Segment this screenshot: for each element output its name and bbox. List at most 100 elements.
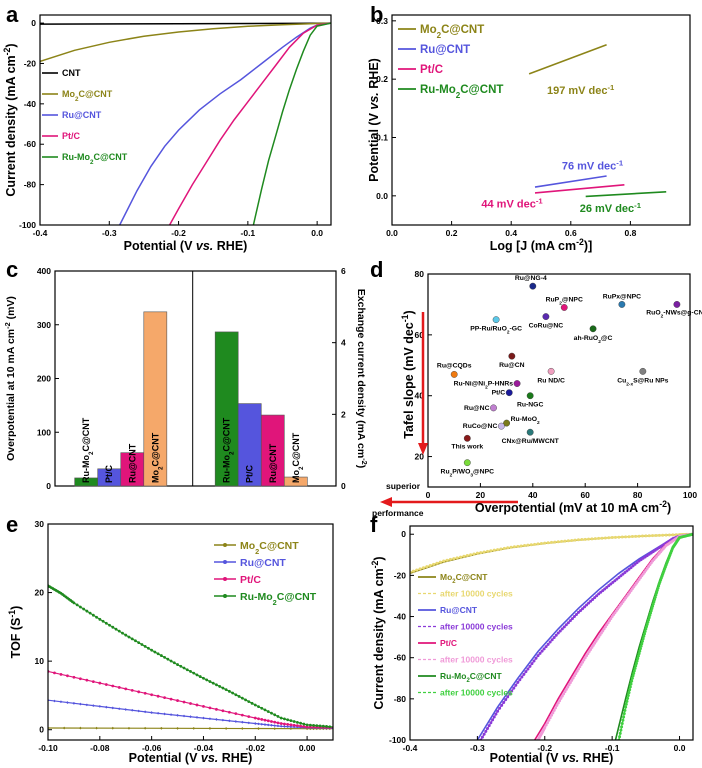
line-ru-cnt-after-marker bbox=[613, 579, 617, 583]
legend-label: after 10000 cycles bbox=[440, 589, 513, 599]
line-mo2c-cnt-marker bbox=[224, 727, 228, 730]
line-pt-c-marker bbox=[302, 725, 306, 728]
line-pt-c-after-marker bbox=[548, 716, 552, 720]
panel-b-ytick-label: 0.3 bbox=[376, 16, 388, 26]
line-ru-cnt-marker bbox=[263, 723, 267, 726]
line-ru-cnt-after-marker bbox=[491, 718, 495, 722]
line-mo2c-cnt-marker bbox=[208, 727, 212, 730]
line-ru-cnt-after bbox=[480, 533, 693, 740]
line-mo2c-cnt-after-marker bbox=[617, 535, 621, 539]
line-ru-cnt-after-marker bbox=[562, 625, 566, 629]
line-mo2c-cnt-after-marker bbox=[566, 539, 570, 543]
line-pt-c bbox=[48, 670, 333, 729]
line-ru-cnt-after-marker bbox=[564, 623, 568, 627]
panel-a-ylabel: Current density (mA cm-2) bbox=[2, 43, 18, 196]
line-mo2c-cnt-marker bbox=[273, 727, 277, 730]
line-ru-cnt-after-marker bbox=[484, 729, 488, 733]
line-pt-c-after-marker bbox=[570, 678, 574, 682]
panel-a: a -0.4 -0.3 -0.2 -0.1 0.0 0 -20 -40 -60 -80 -100 Pot… bbox=[2, 2, 332, 253]
line-ru-cnt-after-marker bbox=[504, 698, 508, 702]
line-ru-cnt-marker bbox=[240, 720, 244, 724]
line-ru-cnt-after-marker bbox=[603, 587, 607, 591]
line-pt-c-marker bbox=[273, 720, 277, 724]
line-ru-mo2c-cnt-marker bbox=[91, 613, 95, 617]
panel-c-left-ytick-label: 400 bbox=[37, 266, 51, 276]
panel-d-xtick-label: 20 bbox=[476, 490, 486, 500]
line-mo2c-cnt-after-marker bbox=[651, 534, 655, 538]
panel-c-left-ytick-label: 100 bbox=[37, 427, 51, 437]
line-mo2c-cnt-after-marker bbox=[509, 545, 513, 549]
scatter-point bbox=[463, 434, 471, 442]
line-ru-cnt-marker bbox=[227, 719, 231, 723]
line-mo2c-cnt-marker bbox=[176, 726, 179, 730]
line-mo2c-cnt-after-marker bbox=[597, 536, 601, 540]
line-ru-mo2c-cnt-marker bbox=[328, 725, 332, 729]
line-ru-cnt-marker bbox=[247, 721, 251, 725]
line-ru-cnt-after-marker bbox=[534, 656, 538, 660]
line-mo2c-cnt-after-marker bbox=[485, 549, 489, 553]
panel-d-ytick-label: 80 bbox=[415, 269, 425, 279]
line-ru-cnt-after-marker bbox=[593, 596, 597, 600]
line-mo2c-cnt-after-marker bbox=[526, 543, 530, 547]
scatter-label: CoRu@NC bbox=[529, 323, 564, 330]
line-pt-c-after-marker bbox=[564, 687, 568, 691]
panel-b-xtick-label: 0.8 bbox=[624, 228, 636, 238]
line-ru-cnt-marker bbox=[124, 708, 128, 711]
line-pt-c-marker bbox=[276, 721, 280, 725]
line-ru-cnt-after-marker bbox=[609, 582, 613, 586]
line-mo2c-cnt-after-marker bbox=[624, 535, 628, 539]
line-ru-cnt-after-marker bbox=[629, 566, 633, 570]
panel-c: c 0 100 200 300 400 0 2 4 6 Ru-Mo2C@CNT Pt/C Ru@CNT M… bbox=[3, 257, 370, 491]
line-ru-cnt-after-marker bbox=[520, 675, 524, 679]
line-mo2c-cnt-after-marker bbox=[667, 533, 671, 537]
scatter-label: RuPx@NPC bbox=[603, 293, 641, 300]
line-ru-mo2c-cnt-marker bbox=[305, 723, 309, 727]
line-ru-cnt-marker bbox=[150, 711, 154, 714]
panel-c-ylabel-right: Exchange current density (mA cm-2) bbox=[355, 289, 370, 468]
line-ru-cnt-after-marker bbox=[568, 619, 572, 623]
line-mo2c-cnt-after-marker bbox=[479, 551, 483, 555]
scatter-label: Ru-NGC bbox=[517, 402, 544, 409]
line-mo2c-cnt-after-marker bbox=[435, 561, 439, 565]
line-mo2c-cnt-after-marker bbox=[620, 535, 624, 539]
line-mo2c-cnt-after-marker bbox=[523, 544, 527, 548]
bar-label: Ru@CNT bbox=[127, 443, 137, 483]
line-ru-mo2c-cnt-marker bbox=[218, 685, 222, 688]
panel-e-ytick-label: 30 bbox=[35, 519, 45, 529]
scatter-label: CNx@Ru/MWCNT bbox=[502, 438, 560, 445]
line-ru-mo2c-cnt-marker bbox=[318, 724, 322, 728]
scatter-point bbox=[492, 316, 500, 324]
line-ru-cnt-marker bbox=[163, 712, 166, 716]
line-pt-c-marker bbox=[279, 722, 283, 725]
panel-c-left-ytick-label: 0 bbox=[46, 481, 51, 491]
panel-c-left-ytick-label: 200 bbox=[37, 374, 51, 384]
line-ru-mo2c-cnt-after-marker bbox=[649, 609, 653, 613]
line-ru-mo2c-cnt-marker bbox=[127, 635, 131, 639]
line-ru-mo2c-cnt-marker bbox=[247, 700, 251, 703]
panel-a-ytick-label: -20 bbox=[24, 58, 37, 68]
line-ru-mo2c-cnt-after-marker bbox=[649, 611, 653, 615]
line-ru-mo2c-cnt-after-marker bbox=[634, 661, 638, 665]
line-ru-mo2c-cnt-marker bbox=[192, 671, 196, 675]
scatter-point bbox=[673, 301, 681, 308]
panel-f-ylabel: Current density (mA cm-2) bbox=[370, 556, 386, 709]
line-pt-c-marker bbox=[289, 723, 293, 727]
panel-a-xtick-label: -0.1 bbox=[241, 228, 256, 238]
line-pt-c-marker bbox=[117, 686, 121, 689]
line-ru-mo2c-cnt-marker bbox=[143, 645, 147, 648]
line-pt-c-marker bbox=[59, 672, 63, 676]
line-ru-cnt-marker bbox=[117, 707, 121, 711]
scatter-point bbox=[503, 419, 510, 427]
line-mo2c-cnt-after-marker bbox=[556, 540, 560, 544]
panel-d-xtick-label: 60 bbox=[580, 490, 590, 500]
line-ru-cnt-marker bbox=[104, 705, 108, 709]
line-ru-mo2c-cnt-after-marker bbox=[626, 696, 630, 700]
line-pt-c-after-marker bbox=[547, 718, 551, 722]
line-ru-cnt-after-marker bbox=[580, 607, 584, 611]
line-mo2c-cnt-after-marker bbox=[506, 546, 510, 550]
line-mo2c-cnt-after-marker bbox=[550, 540, 553, 544]
line-ru-mo2c-cnt-marker bbox=[163, 655, 166, 659]
line-pt-c-after-marker bbox=[567, 683, 571, 687]
line-ru-cnt-after-marker bbox=[585, 603, 589, 607]
line-mo2c-cnt-after-marker bbox=[533, 542, 537, 546]
